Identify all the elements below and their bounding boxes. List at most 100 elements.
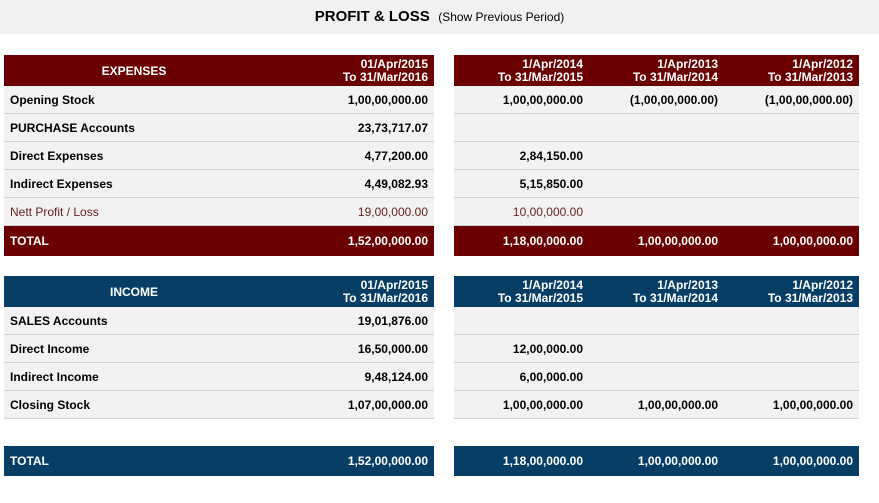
row-value	[454, 113, 589, 142]
spacer-row	[454, 418, 859, 446]
show-previous-period-link[interactable]: (Show Previous Period)	[438, 10, 565, 24]
row-value: 5,15,850.00	[454, 169, 589, 198]
table-row[interactable]: Opening Stock 1,00,00,000.00	[4, 86, 434, 114]
row-value	[589, 197, 724, 226]
total-label: TOTAL	[4, 446, 264, 476]
previous-period-header: 1/Apr/2013 To 31/Mar/2014	[589, 276, 724, 307]
expenses-current-table: EXPENSES 01/Apr/2015 To 31/Mar/2016 Open…	[4, 55, 434, 256]
row-value	[724, 362, 859, 391]
table-row[interactable]: Indirect Expenses 4,49,082.93	[4, 169, 434, 198]
row-label: Direct Income	[4, 334, 264, 363]
total-value: 1,18,00,000.00	[454, 225, 589, 256]
total-value: 1,00,00,000.00	[724, 446, 859, 476]
row-value: 1,00,00,000.00	[264, 86, 434, 114]
row-value: 4,77,200.00	[264, 141, 434, 170]
table-row[interactable]: 12,00,000.00	[454, 334, 859, 363]
expenses-previous-table: 1/Apr/2014 To 31/Mar/2015 1/Apr/2013 To …	[454, 55, 859, 256]
expenses-header-label: EXPENSES	[4, 55, 264, 86]
expenses-header-row: EXPENSES 01/Apr/2015 To 31/Mar/2016	[4, 55, 434, 86]
row-value: 16,50,000.00	[264, 334, 434, 363]
table-row[interactable]: 2,84,150.00	[454, 141, 859, 170]
row-value	[724, 113, 859, 142]
table-row[interactable]: SALES Accounts 19,01,876.00	[4, 307, 434, 335]
table-row-nett-profit[interactable]: Nett Profit / Loss 19,00,000.00	[4, 197, 434, 226]
current-period-header: 01/Apr/2015 To 31/Mar/2016	[264, 55, 434, 86]
row-value: 10,00,000.00	[454, 197, 589, 226]
previous-period-header: 1/Apr/2014 To 31/Mar/2015	[454, 276, 589, 307]
row-value: 2,84,150.00	[454, 141, 589, 170]
row-value	[589, 169, 724, 198]
income-previous-header-row: 1/Apr/2014 To 31/Mar/2015 1/Apr/2013 To …	[454, 276, 859, 307]
row-value: (1,00,00,000.00)	[724, 86, 859, 114]
row-value: 1,00,00,000.00	[724, 390, 859, 419]
table-row[interactable]: Direct Expenses 4,77,200.00	[4, 141, 434, 170]
row-label: Closing Stock	[4, 390, 264, 419]
row-value: 6,00,000.00	[454, 362, 589, 391]
total-value: 1,00,00,000.00	[724, 225, 859, 256]
row-value	[589, 113, 724, 142]
table-row[interactable]: Direct Income 16,50,000.00	[4, 334, 434, 363]
total-value: 1,00,00,000.00	[589, 225, 724, 256]
row-value: 19,01,876.00	[264, 307, 434, 335]
expenses-total-row: TOTAL 1,52,00,000.00	[4, 225, 434, 256]
row-value: 19,00,000.00	[264, 197, 434, 226]
total-value: 1,52,00,000.00	[264, 225, 434, 256]
previous-period-header: 1/Apr/2012 To 31/Mar/2013	[724, 55, 859, 86]
previous-period-header: 1/Apr/2013 To 31/Mar/2014	[589, 55, 724, 86]
income-header-row: INCOME 01/Apr/2015 To 31/Mar/2016	[4, 276, 434, 307]
page-title: PROFIT & LOSS	[314, 8, 430, 25]
income-previous-table: 1/Apr/2014 To 31/Mar/2015 1/Apr/2013 To …	[454, 276, 859, 476]
total-label: TOTAL	[4, 225, 264, 256]
row-value: 9,48,124.00	[264, 362, 434, 391]
spacer-row	[4, 418, 434, 446]
row-value: 23,73,717.07	[264, 113, 434, 142]
row-value	[724, 197, 859, 226]
table-row[interactable]: Indirect Income 9,48,124.00	[4, 362, 434, 391]
table-row[interactable]: 1,00,00,000.00 1,00,00,000.00 1,00,00,00…	[454, 390, 859, 419]
row-value	[724, 141, 859, 170]
table-row[interactable]: 1,00,00,000.00 (1,00,00,000.00) (1,00,00…	[454, 86, 859, 114]
row-value: (1,00,00,000.00)	[589, 86, 724, 114]
row-value: 4,49,082.93	[264, 169, 434, 198]
row-label: Indirect Income	[4, 362, 264, 391]
row-value: 1,00,00,000.00	[589, 390, 724, 419]
row-value	[724, 334, 859, 363]
previous-period-header: 1/Apr/2014 To 31/Mar/2015	[454, 55, 589, 86]
row-value: 1,00,00,000.00	[454, 390, 589, 419]
row-value	[589, 307, 724, 335]
income-current-table: INCOME 01/Apr/2015 To 31/Mar/2016 SALES …	[4, 276, 434, 476]
row-label: Opening Stock	[4, 86, 264, 114]
expenses-previous-header-row: 1/Apr/2014 To 31/Mar/2015 1/Apr/2013 To …	[454, 55, 859, 86]
row-value	[589, 334, 724, 363]
row-value: 12,00,000.00	[454, 334, 589, 363]
row-label: Nett Profit / Loss	[4, 197, 264, 226]
expenses-previous-total-row: 1,18,00,000.00 1,00,00,000.00 1,00,00,00…	[454, 225, 859, 256]
row-value	[454, 307, 589, 335]
row-value	[724, 169, 859, 198]
total-value: 1,18,00,000.00	[454, 446, 589, 476]
row-value: 1,07,00,000.00	[264, 390, 434, 419]
row-label: SALES Accounts	[4, 307, 264, 335]
row-label: Direct Expenses	[4, 141, 264, 170]
total-value: 1,52,00,000.00	[264, 446, 434, 476]
table-row[interactable]	[454, 113, 859, 142]
table-row[interactable]	[454, 307, 859, 335]
table-row[interactable]: Closing Stock 1,07,00,000.00	[4, 390, 434, 419]
previous-period-header: 1/Apr/2012 To 31/Mar/2013	[724, 276, 859, 307]
row-value	[589, 141, 724, 170]
row-value: 1,00,00,000.00	[454, 86, 589, 114]
table-row[interactable]: 6,00,000.00	[454, 362, 859, 391]
current-period-header: 01/Apr/2015 To 31/Mar/2016	[264, 276, 434, 307]
row-label: Indirect Expenses	[4, 169, 264, 198]
table-row[interactable]: PURCHASE Accounts 23,73,717.07	[4, 113, 434, 142]
income-previous-total-row: 1,18,00,000.00 1,00,00,000.00 1,00,00,00…	[454, 446, 859, 476]
income-total-row: TOTAL 1,52,00,000.00	[4, 446, 434, 476]
income-header-label: INCOME	[4, 276, 264, 307]
title-bar: PROFIT & LOSS (Show Previous Period)	[0, 0, 879, 34]
total-value: 1,00,00,000.00	[589, 446, 724, 476]
row-value	[724, 307, 859, 335]
table-row[interactable]: 5,15,850.00	[454, 169, 859, 198]
row-label: PURCHASE Accounts	[4, 113, 264, 142]
table-row-nett-profit[interactable]: 10,00,000.00	[454, 197, 859, 226]
row-value	[589, 362, 724, 391]
